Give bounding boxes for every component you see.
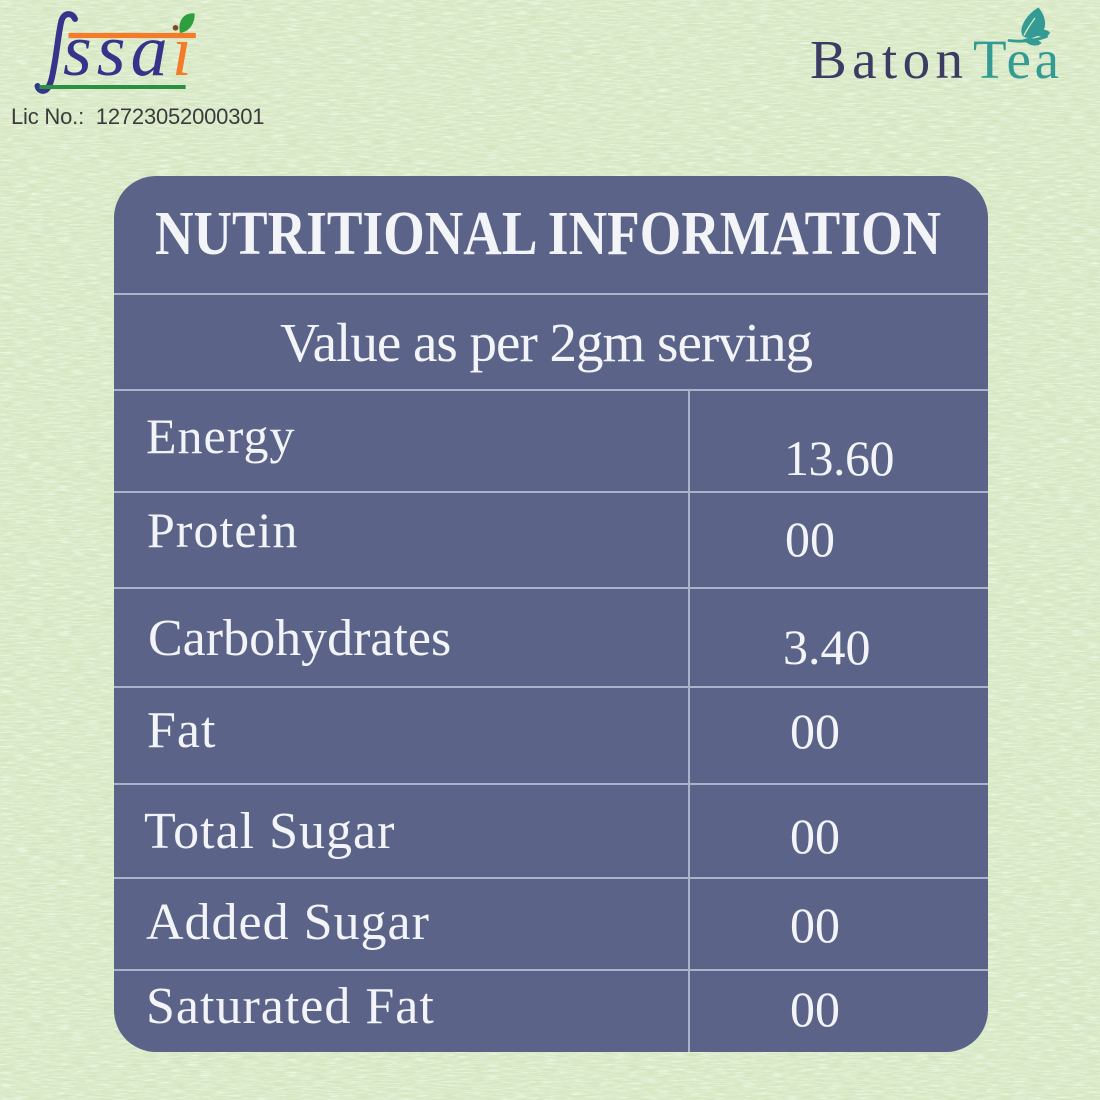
svg-text:ı: ı	[172, 11, 192, 91]
svg-text:ssa: ssa	[63, 10, 173, 92]
svg-text:Tea: Tea	[973, 29, 1059, 90]
svg-text:Baton: Baton	[810, 29, 963, 90]
